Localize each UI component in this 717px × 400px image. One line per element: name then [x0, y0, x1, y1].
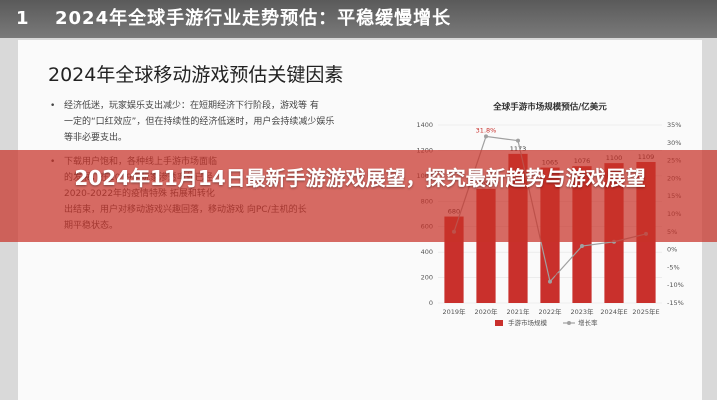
x-tick-label: 2021年 — [506, 307, 530, 316]
x-tick-label: 2024年E — [600, 307, 627, 316]
y-tick-label: 200 — [421, 274, 433, 282]
chart-title: 全球手游市场规模预估/亿美元 — [492, 102, 607, 113]
line-label: 31.8% — [476, 126, 497, 134]
legend-label: 增长率 — [578, 318, 598, 327]
line-marker — [516, 138, 520, 143]
line-marker — [580, 244, 584, 249]
x-tick-label: 2022年 — [538, 307, 562, 316]
y-tick-label: 0 — [429, 299, 433, 307]
legend-swatch — [567, 321, 571, 325]
y2-tick-label: 0% — [667, 246, 677, 254]
y2-tick-label: -5% — [667, 263, 680, 271]
legend-swatch — [495, 320, 503, 326]
y-tick-label: 1400 — [416, 121, 433, 129]
y2-tick-label: 35% — [667, 121, 681, 129]
slide-title: 2024年全球移动游戏预估关键因素 — [48, 64, 344, 86]
line-label: -9.0% — [541, 272, 560, 280]
y2-tick-label: -15% — [667, 299, 684, 307]
banner-title: 2024年全球手游行业走势预估：平稳缓慢增长 — [55, 8, 452, 29]
bullet-line: 经济低迷，玩家娱乐支出减少：在短期经济下行阶段，游戏等 有 — [64, 98, 394, 114]
banner: 1 2024年全球手游行业走势预估：平稳缓慢增长 — [0, 0, 717, 38]
x-tick-label: 2020年 — [474, 307, 498, 316]
y2-tick-label: -10% — [667, 281, 684, 289]
section-number: 1 — [16, 8, 29, 29]
overlay-title: 2024年11月14日最新手游游戏展望，探究最新趋势与游戏展望 — [74, 166, 646, 190]
x-tick-label: 2019年 — [442, 307, 466, 316]
bar-label: 1173 — [510, 145, 527, 153]
bullet-line: 等非必要支出。 — [64, 133, 128, 143]
line-marker — [548, 279, 552, 284]
bullet: 经济低迷，玩家娱乐支出减少：在短期经济下行阶段，游戏等 有一定的“口红效应”，但… — [64, 98, 394, 146]
line-marker — [484, 134, 488, 139]
overlay-band — [0, 150, 717, 242]
x-tick-label: 2025年E — [632, 307, 659, 316]
y-tick-label: 400 — [421, 248, 433, 256]
legend-label: 手游市场规模 — [508, 318, 548, 327]
x-tick-label: 2023年 — [570, 307, 594, 316]
y2-tick-label: 30% — [667, 139, 681, 147]
bullet-line: 一定的“口红效应”，但在持续性的经济低迷时，用户会持续减少娱乐 — [64, 117, 335, 127]
